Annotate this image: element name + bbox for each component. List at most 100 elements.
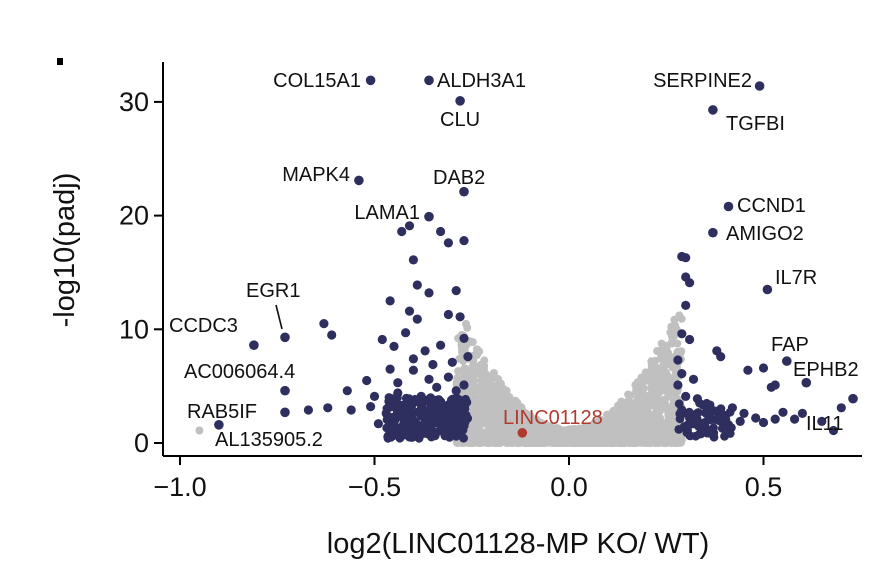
background-point	[656, 438, 665, 447]
background-point	[671, 387, 680, 396]
gene-point	[782, 356, 792, 366]
significant-point	[432, 382, 442, 392]
gene-label: AL135905.2	[215, 429, 323, 451]
significant-point	[384, 422, 393, 431]
background-point	[471, 408, 480, 417]
significant-point	[413, 427, 423, 437]
significant-point	[706, 415, 716, 425]
gene-label: AC006064.4	[184, 361, 295, 383]
background-point	[481, 395, 490, 404]
significant-point	[405, 423, 415, 433]
significant-point	[685, 278, 695, 288]
significant-point	[460, 400, 470, 410]
background-point	[484, 377, 493, 386]
gene-point	[249, 340, 259, 351]
significant-point	[424, 374, 434, 384]
significant-point	[401, 328, 411, 338]
background-point	[650, 425, 659, 434]
gene-point	[801, 377, 812, 388]
background-point	[487, 390, 496, 399]
background-point	[649, 438, 657, 446]
significant-point	[323, 403, 333, 413]
significant-point	[420, 346, 430, 356]
background-point	[677, 347, 686, 356]
background-point	[497, 383, 506, 392]
background-point	[479, 438, 488, 446]
axes: 0 10 20 30 −1.0 −0.5 0.0 0.5	[57, 58, 862, 502]
background-point	[523, 439, 532, 447]
gene-point	[280, 407, 290, 418]
background-point	[657, 339, 666, 348]
background-point	[195, 426, 204, 435]
significant-point	[701, 409, 711, 418]
gene-label: CLU	[440, 109, 480, 131]
background-point	[480, 417, 489, 426]
background-point	[659, 374, 668, 382]
background-point	[454, 367, 463, 376]
background-point	[540, 426, 549, 435]
significant-point	[412, 314, 422, 324]
gene-point	[754, 81, 765, 91]
background-point	[664, 379, 673, 388]
gene-point	[723, 201, 734, 212]
gene-label: EGR1	[246, 280, 300, 302]
background-point	[670, 315, 679, 324]
background-point	[518, 410, 526, 419]
background-point	[464, 370, 473, 379]
background-point	[485, 438, 494, 447]
background-point	[588, 430, 597, 439]
background-point	[551, 435, 560, 444]
background-point	[623, 437, 632, 446]
y-tick-label: 0	[134, 428, 149, 458]
significant-point	[415, 409, 425, 419]
background-point	[662, 432, 671, 440]
significant-point	[695, 398, 704, 408]
significant-point	[451, 386, 461, 396]
background-point	[557, 436, 566, 445]
gene-label: LAMA1	[354, 202, 420, 224]
significant-point	[681, 391, 691, 401]
background-point	[620, 413, 629, 422]
significant-point	[386, 402, 395, 411]
background-point	[643, 426, 651, 435]
background-point	[599, 425, 607, 434]
significant-point	[447, 395, 456, 405]
gene-label: IL7R	[775, 267, 817, 289]
significant-point	[702, 398, 712, 408]
significant-point	[412, 280, 422, 290]
background-point	[668, 362, 677, 371]
background-point	[469, 361, 477, 370]
significant-point	[408, 354, 418, 364]
background-point	[463, 323, 472, 332]
background-point	[660, 395, 669, 404]
x-tick-label: −0.5	[348, 472, 401, 502]
background-point	[636, 415, 644, 424]
background-point	[502, 427, 511, 436]
background-point	[477, 376, 486, 385]
significant-point	[408, 255, 418, 265]
significant-point	[797, 408, 808, 418]
background-point	[530, 415, 539, 424]
significant-point	[684, 407, 694, 417]
significant-point	[722, 422, 732, 432]
gene-label: LINC01128	[503, 407, 603, 429]
gene-point	[708, 105, 718, 115]
y-tick-label: 30	[119, 87, 149, 117]
significant-point	[770, 380, 780, 390]
significant-point	[712, 346, 722, 356]
significant-point	[432, 395, 442, 405]
significant-point	[369, 391, 380, 401]
background-point	[589, 439, 598, 447]
significant-point	[303, 405, 313, 415]
significant-point	[463, 352, 473, 362]
background-point	[647, 357, 656, 366]
background-point	[470, 402, 478, 410]
background-point	[472, 345, 481, 354]
significant-point	[691, 431, 701, 441]
significant-points	[303, 221, 846, 443]
gene-label: IL11	[806, 413, 843, 435]
significant-point	[699, 418, 709, 428]
significant-point	[459, 236, 469, 246]
significant-point	[443, 309, 453, 320]
background-point	[647, 364, 656, 373]
